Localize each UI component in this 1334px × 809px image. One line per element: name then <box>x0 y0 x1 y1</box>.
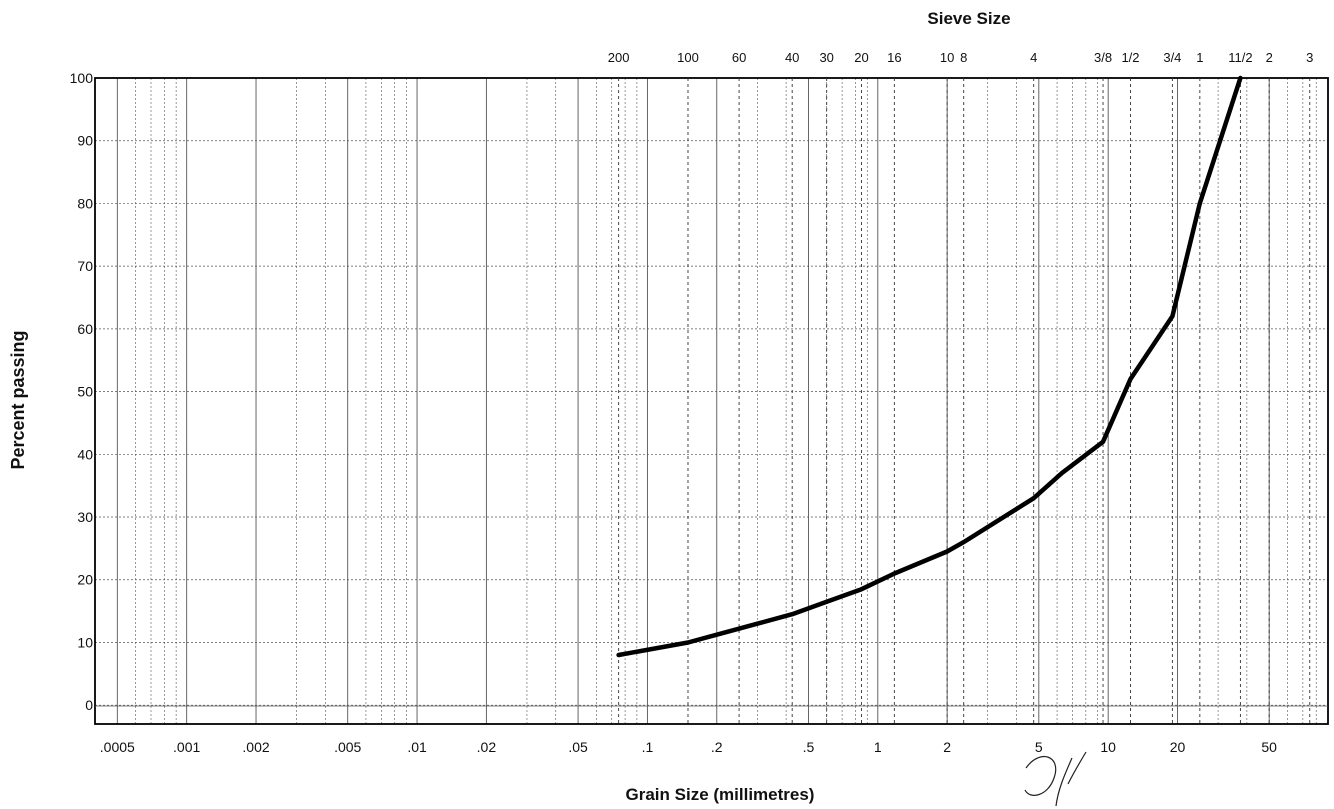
sieve-size-label: 16 <box>887 50 901 65</box>
x-tick-label: .1 <box>642 739 654 755</box>
grid <box>94 77 1329 724</box>
y-tick-label: 60 <box>77 321 93 337</box>
chart-title: Sieve Size <box>927 9 1010 28</box>
y-tick-label: 30 <box>77 509 93 525</box>
handwritten-initials <box>1024 751 1087 807</box>
sieve-size-label: 3/4 <box>1163 50 1181 65</box>
sieve-size-label: 8 <box>960 50 967 65</box>
sieve-size-label: 40 <box>785 50 799 65</box>
x-tick-label: 5 <box>1035 739 1043 755</box>
y-tick-label: 20 <box>77 572 93 588</box>
sieve-size-label: 1/2 <box>1121 50 1139 65</box>
sieve-size-label: 60 <box>732 50 746 65</box>
plot-border <box>94 77 1329 725</box>
sieve-size-label: 100 <box>677 50 699 65</box>
y-tick-label: 90 <box>77 133 93 149</box>
x-tick-label: .005 <box>334 739 361 755</box>
y-tick-label: 100 <box>70 70 94 86</box>
x-tick-label: .5 <box>803 739 815 755</box>
sieve-size-label: 30 <box>819 50 833 65</box>
x-tick-label: 50 <box>1261 739 1277 755</box>
sieve-size-ticks: 200 100 60 40 30 20 16 10 8 4 3/8 1/2 3/4 1 11/2 2 3 <box>608 50 1313 724</box>
y-axis-label: Percent passing <box>8 330 28 469</box>
sieve-size-label: 10 <box>940 50 954 65</box>
x-tick-label: .001 <box>173 739 200 755</box>
y-tick-label: 10 <box>77 634 93 650</box>
sieve-size-label: 3 <box>1306 50 1313 65</box>
y-tick-label: 0 <box>85 697 93 713</box>
x-tick-label: 20 <box>1170 739 1186 755</box>
sieve-size-label: 2 <box>1266 50 1273 65</box>
x-tick-label: .0005 <box>100 739 135 755</box>
y-tick-label: 50 <box>77 384 93 400</box>
x-axis-label: Grain Size (millimetres) <box>626 785 815 804</box>
y-tick-label: 40 <box>77 446 93 462</box>
x-tick-label: 2 <box>943 739 951 755</box>
x-tick-label: .05 <box>568 739 588 755</box>
x-tick-label: .02 <box>477 739 497 755</box>
series <box>616 75 1243 658</box>
x-tick-label: .002 <box>242 739 269 755</box>
x-tick-label: .2 <box>711 739 723 755</box>
sieve-size-label: 20 <box>854 50 868 65</box>
gradation-curve <box>616 75 1243 658</box>
sieve-size-label: 3/8 <box>1094 50 1112 65</box>
y-axis-ticks: 0 10 20 30 40 50 60 70 80 90 100 <box>70 70 94 713</box>
x-tick-label: 10 <box>1100 739 1116 755</box>
plot-frame <box>94 77 1329 725</box>
sieve-size-label: 4 <box>1030 50 1037 65</box>
sieve-size-label: 200 <box>608 50 630 65</box>
sieve-size-label: 1 <box>1196 50 1203 65</box>
x-axis-ticks: .0005 .001 .002 .005 .01 .02 .05 .1 .2 .5 1 2 5 10 20 5… <box>100 739 1277 755</box>
x-tick-label: .01 <box>407 739 427 755</box>
y-tick-label: 80 <box>77 195 93 211</box>
x-tick-label: 1 <box>874 739 882 755</box>
sieve-size-label: 11/2 <box>1228 50 1252 65</box>
y-tick-label: 70 <box>77 258 93 274</box>
